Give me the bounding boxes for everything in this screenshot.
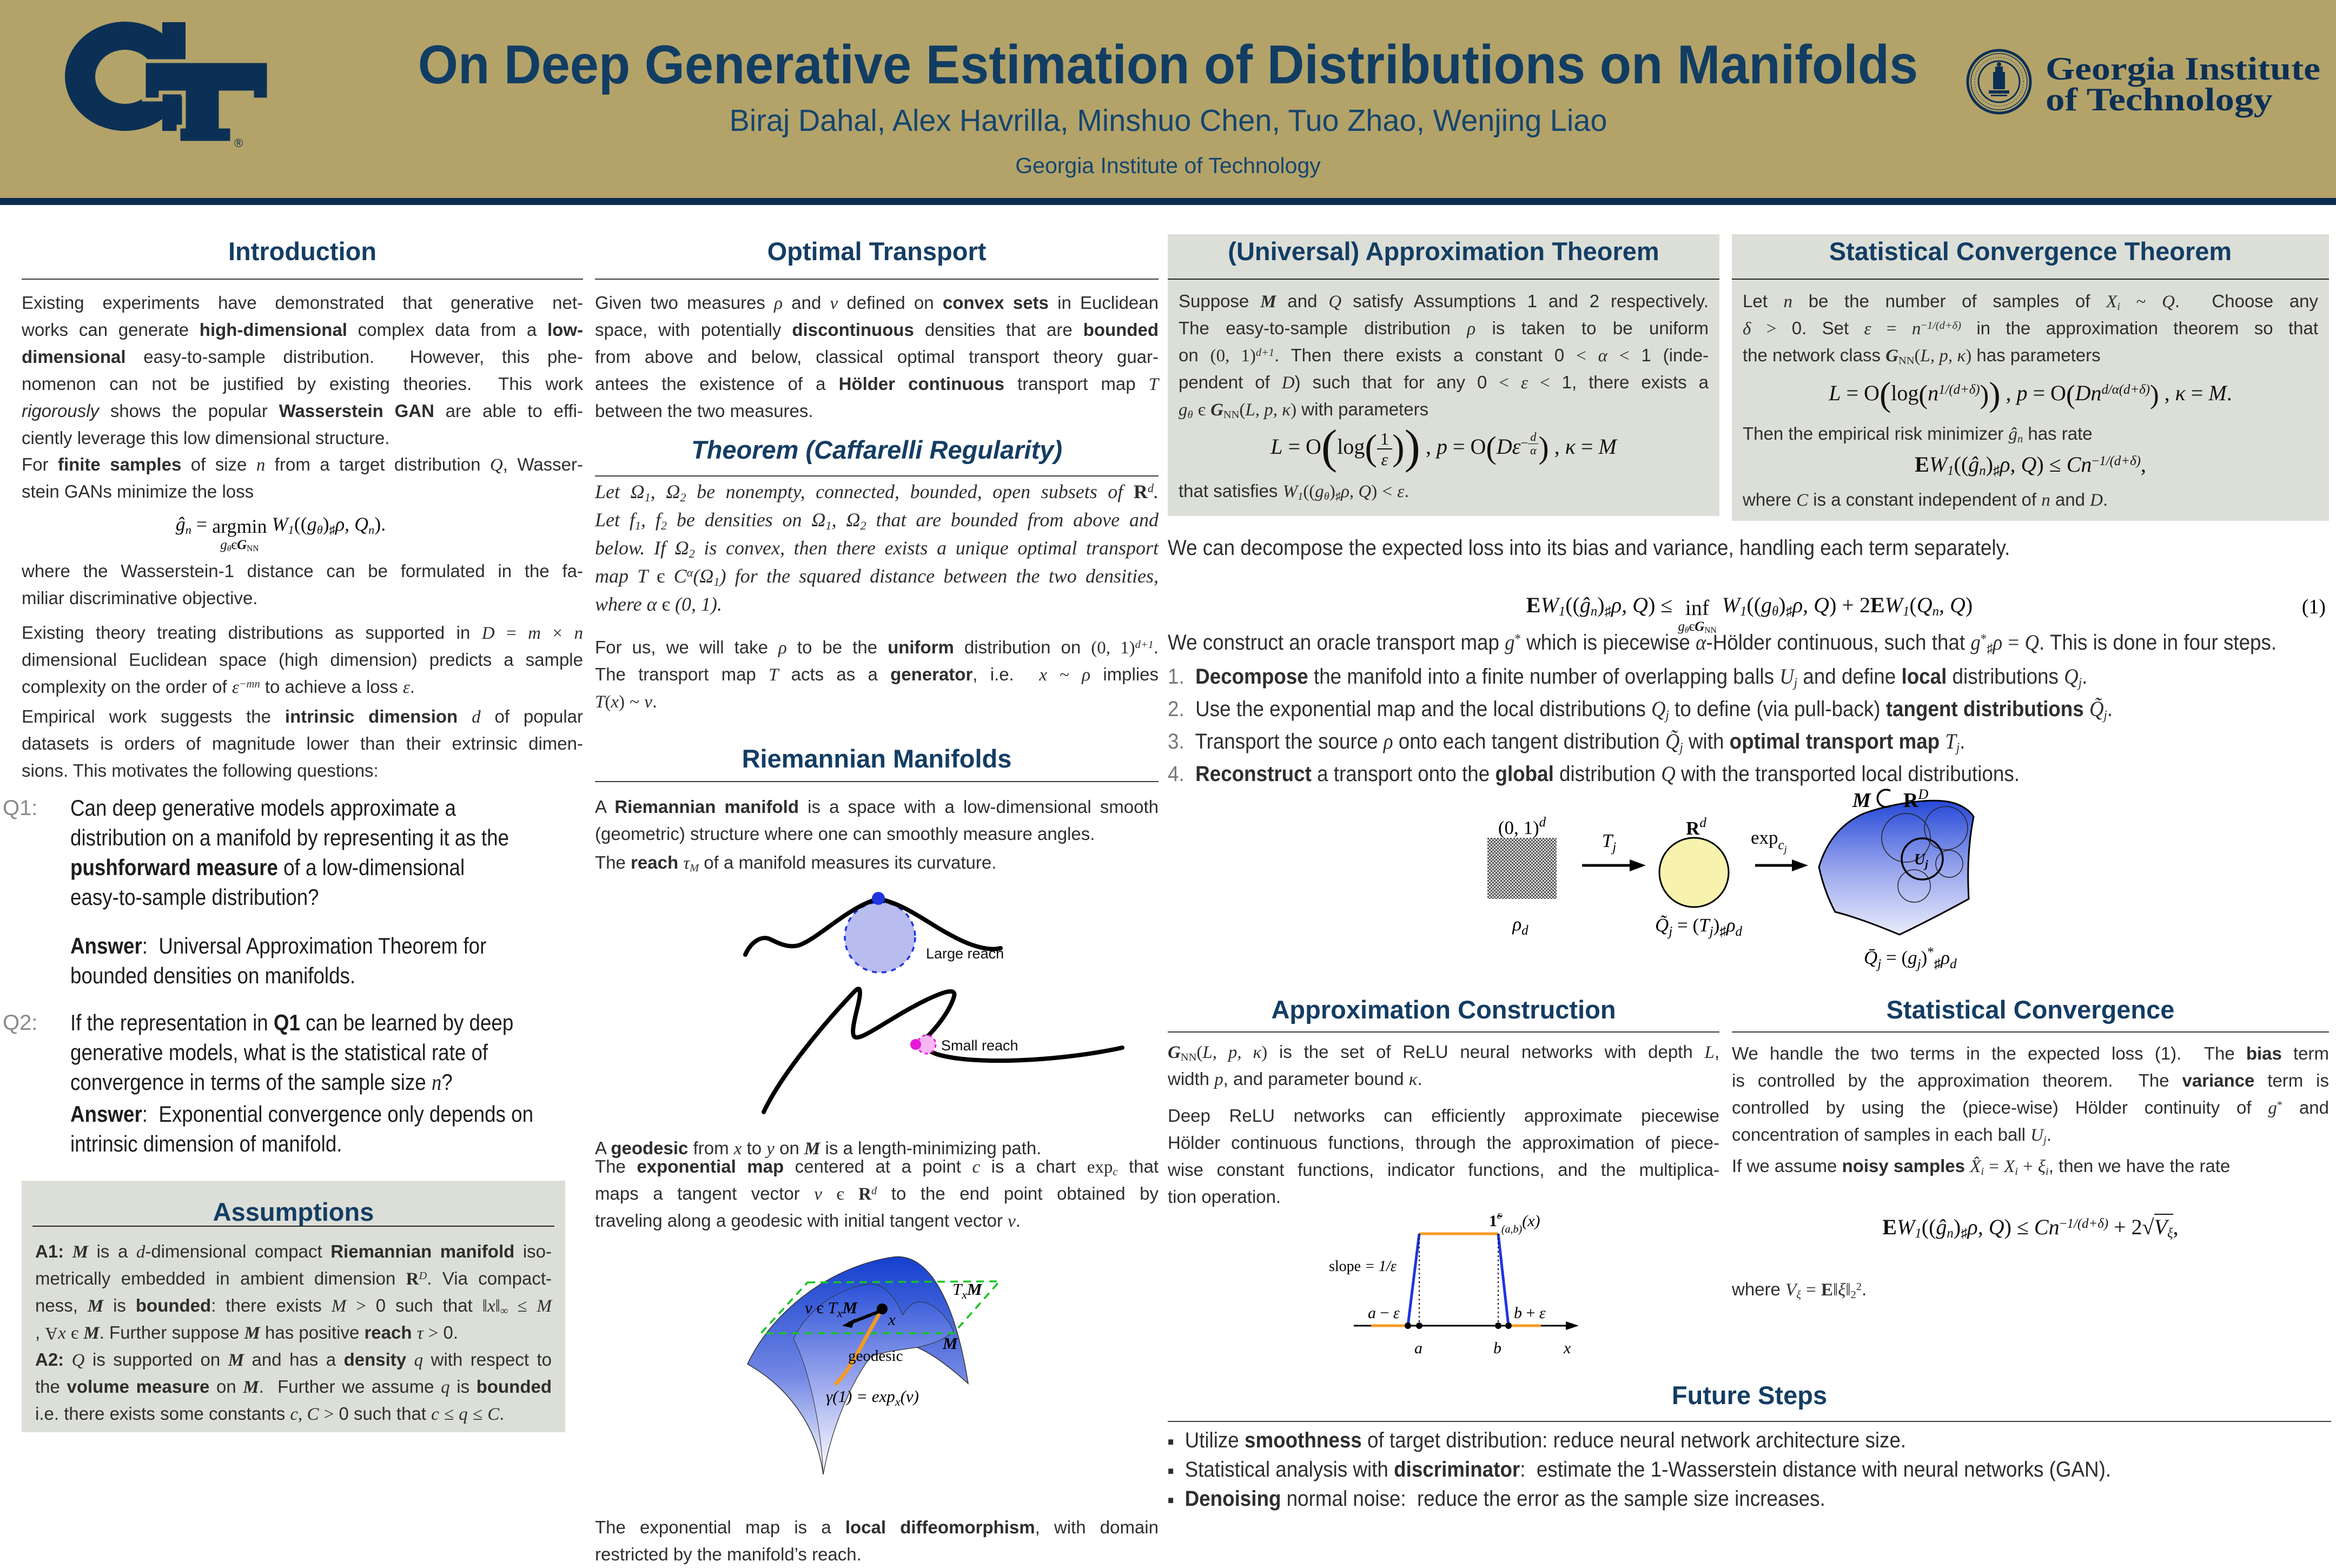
svg-text:M: M [1852, 789, 1871, 812]
svg-text:Small reach: Small reach [941, 1037, 1018, 1054]
svg-text:Q̄j = (gj)*♯ρd: Q̄j = (gj)*♯ρd [1864, 945, 1957, 971]
svg-text:b: b [1493, 1339, 1501, 1357]
svg-text:geodesic: geodesic [848, 1347, 903, 1365]
svg-text:of Technology: of Technology [2046, 82, 2273, 117]
svg-text:Rd: Rd [1686, 816, 1706, 839]
svg-text:v є TxM: v є TxM [805, 1298, 858, 1320]
svg-text:Large reach: Large reach [926, 945, 1004, 962]
svg-text:b + ε: b + ε [1514, 1304, 1546, 1322]
svg-text:M: M [942, 1334, 958, 1353]
svg-text:Tj: Tj [1602, 830, 1616, 855]
svg-text:(0, 1)d: (0, 1)d [1498, 815, 1546, 838]
svg-text:a: a [1414, 1339, 1422, 1357]
svg-text:Q̃j = (Tj)♯ρd: Q̃j = (Tj)♯ρd [1655, 915, 1743, 939]
svg-text:x: x [1563, 1339, 1571, 1357]
svg-text:γ(1) = expx(v): γ(1) = expx(v) [826, 1387, 919, 1408]
svg-text:®: ® [234, 136, 243, 150]
svg-text:expcj: expcj [1751, 827, 1787, 855]
svg-text:x: x [888, 1310, 896, 1329]
svg-text:a − ε: a − ε [1368, 1304, 1400, 1322]
svg-text:TxM: TxM [952, 1280, 983, 1301]
svg-text:ρd: ρd [1512, 914, 1528, 938]
svg-text:slope = 1/ε: slope = 1/ε [1329, 1258, 1397, 1275]
svg-text:Georgia Institute: Georgia Institute [2046, 51, 2320, 87]
